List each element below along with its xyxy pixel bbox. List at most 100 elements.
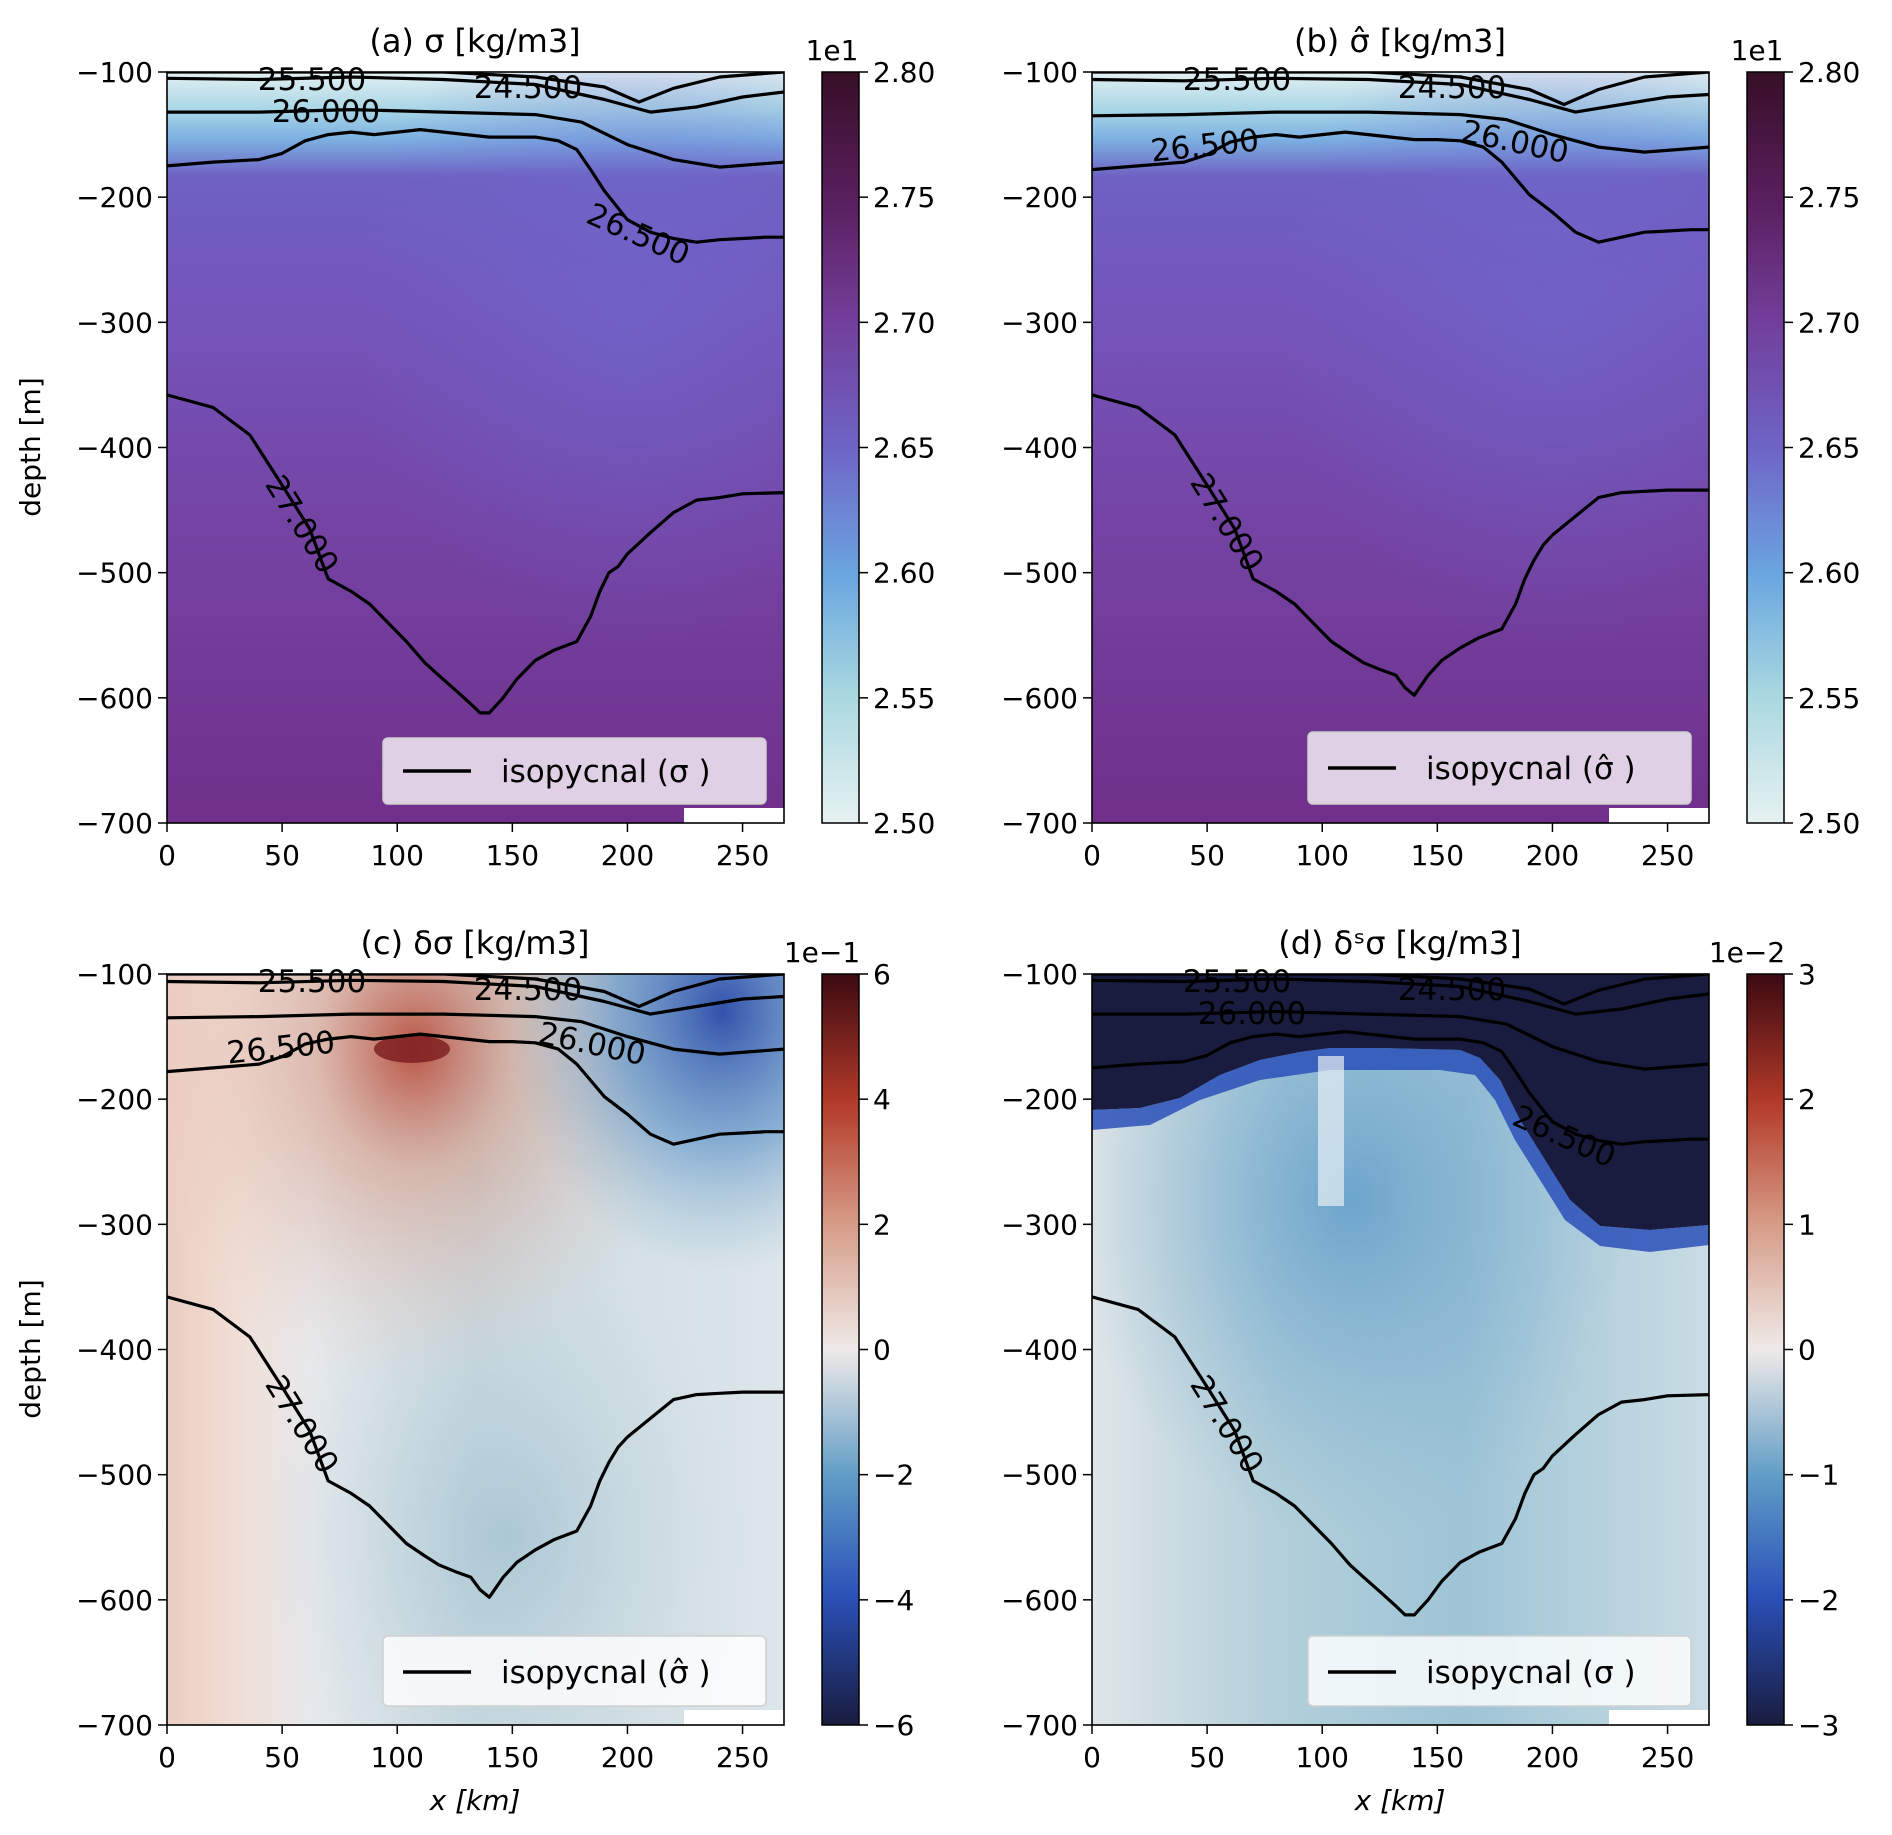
colorbar-tick-label: −1 xyxy=(1798,1459,1839,1492)
y-axis-a: −100 −200 −300 −400 −500 −600 −700 xyxy=(76,56,167,840)
colorbar-offset-a: 1e1 xyxy=(806,34,859,67)
x-tick-label: 250 xyxy=(716,839,769,872)
panel-title-a: (a) σ [kg/m3] xyxy=(369,22,580,60)
isopycnal-26-500 xyxy=(1092,1029,1709,1146)
isopycnal-26-000 xyxy=(167,107,784,169)
y-tick-label: −600 xyxy=(1001,1584,1078,1617)
contour-label-25500-d: 25.500 xyxy=(1183,964,1291,1000)
y-tick-label: −500 xyxy=(76,1459,153,1492)
y-tick-label: −100 xyxy=(1001,56,1078,89)
y-tick-label: −200 xyxy=(1001,1083,1078,1116)
y-tick-label: −100 xyxy=(1001,958,1078,991)
x-axis-c: 0 50 100 150 200 250 xyxy=(158,1725,769,1774)
y-tick-label: −600 xyxy=(76,1584,153,1617)
heatmap-c xyxy=(167,974,784,1725)
x-tick-label: 0 xyxy=(1083,1741,1101,1774)
colorbar-tick-label: −2 xyxy=(873,1459,914,1492)
y-tick-label: −400 xyxy=(76,1334,153,1367)
isopycnal-contours-c xyxy=(167,974,784,1599)
x-tick-label: 100 xyxy=(370,1741,423,1774)
y-tick-label: −400 xyxy=(1001,1334,1078,1367)
y-tick-label: −700 xyxy=(76,1709,153,1742)
colorbar-tick-label: 2 xyxy=(1798,1083,1816,1116)
colorbar-tick-label: 2.80 xyxy=(1798,56,1860,89)
contour-label-24500-c: 24.500 xyxy=(474,972,582,1008)
isopycnal-24-500 xyxy=(167,974,784,1009)
isopycnal-25-500 xyxy=(1092,977,1709,1016)
legend-c: isopycnal (σ̂ ) xyxy=(382,1635,767,1707)
isopycnal-25-500 xyxy=(167,978,784,1016)
isopycnal-24-500 xyxy=(1092,974,1709,1006)
panel-c: (c) δσ [kg/m3] 25.500 24.500 26.500 26.0… xyxy=(14,924,914,1817)
colorbar-tick-label: −3 xyxy=(1798,1709,1839,1742)
y-axis-label-a: depth [m] xyxy=(14,377,47,517)
x-tick-label: 50 xyxy=(1189,1741,1225,1774)
x-tick-label: 200 xyxy=(1526,1741,1579,1774)
colorbar-tick-label: 2.65 xyxy=(873,432,935,465)
y-tick-label: −700 xyxy=(1001,807,1078,840)
colorbar-b: 2.50 2.55 2.60 2.65 2.70 2.75 2.80 1e1 xyxy=(1731,34,1861,840)
y-tick-label: −400 xyxy=(76,432,153,465)
y-tick-label: −600 xyxy=(76,682,153,715)
y-tick-label: −300 xyxy=(1001,306,1078,339)
colorbar-tick-label: 2.55 xyxy=(1798,682,1860,715)
colorbar-tick-label: 6 xyxy=(873,958,891,991)
x-tick-label: 50 xyxy=(264,839,300,872)
x-tick-label: 50 xyxy=(1189,839,1225,872)
y-tick-label: −500 xyxy=(76,557,153,590)
x-tick-label: 100 xyxy=(1295,1741,1348,1774)
x-tick-label: 200 xyxy=(1526,839,1579,872)
colorbar-tick-label: 2.50 xyxy=(873,807,935,840)
y-tick-label: −500 xyxy=(1001,1459,1078,1492)
x-tick-label: 200 xyxy=(601,1741,654,1774)
y-tick-label: −500 xyxy=(1001,557,1078,590)
colorbar-tick-label: 4 xyxy=(873,1083,891,1116)
y-axis-label-c: depth [m] xyxy=(14,1279,47,1419)
colorbar-tick-label: 2.70 xyxy=(1798,306,1860,339)
contour-label-26000-d: 26.000 xyxy=(1198,996,1306,1032)
panel-b: (b) σ̂ [kg/m3] 25.500 24.500 26.500 26.0… xyxy=(1001,22,1860,872)
isopycnal-contours-d xyxy=(1092,974,1709,1617)
panel-a: (a) σ [kg/m3] 25.500 24.500 26.000 26.50… xyxy=(14,22,935,872)
y-tick-label: −300 xyxy=(76,1208,153,1241)
colorbar-tick-label: −2 xyxy=(1798,1584,1839,1617)
isopycnal-27-000 xyxy=(167,1295,784,1599)
isopycnal-26-000 xyxy=(167,1012,784,1056)
isopycnal-26-000 xyxy=(1092,1009,1709,1071)
isopycnal-contours-b xyxy=(1092,72,1709,697)
legend-label-b: isopycnal (σ̂ ) xyxy=(1426,751,1636,787)
x-tick-label: 0 xyxy=(158,839,176,872)
x-axis-a: 0 50 100 150 200 250 xyxy=(158,823,769,872)
colorbar-tick-label: 2.65 xyxy=(1798,432,1860,465)
isopycnal-26-500 xyxy=(167,1032,784,1146)
y-axis-d: −100 −200 −300 −400 −500 −600 −700 xyxy=(1001,958,1092,1742)
isopycnal-contours-a xyxy=(167,72,784,715)
contour-label-24500-d: 24.500 xyxy=(1398,972,1506,1008)
isopycnal-24-500 xyxy=(1092,72,1709,107)
y-tick-label: −300 xyxy=(1001,1208,1078,1241)
colorbar-tick-label: −4 xyxy=(873,1584,914,1617)
x-tick-label: 150 xyxy=(486,1741,539,1774)
colorbar-tick-label: 1 xyxy=(1798,1208,1816,1241)
legend-label-d: isopycnal (σ ) xyxy=(1426,1655,1636,1691)
panel-d: (d) δˢσ [kg/m3] 25.500 24.500 26.000 26.… xyxy=(1001,924,1839,1817)
colorbar-tick-label: 2.50 xyxy=(1798,807,1860,840)
colorbar-tick-label: 2 xyxy=(873,1208,891,1241)
colorbar-tick-label: 2.60 xyxy=(873,557,935,590)
y-axis-b: −100 −200 −300 −400 −500 −600 −700 xyxy=(1001,56,1092,840)
panel-title-c: (c) δσ [kg/m3] xyxy=(361,924,590,962)
x-tick-label: 100 xyxy=(370,839,423,872)
colorbar-tick-label: 2.75 xyxy=(873,181,935,214)
colorbar-offset-d: 1e−2 xyxy=(1709,936,1785,969)
isopycnal-24-500 xyxy=(167,72,784,104)
y-tick-label: −700 xyxy=(76,807,153,840)
x-tick-label: 50 xyxy=(264,1741,300,1774)
contour-label-24500-a: 24.500 xyxy=(474,70,582,106)
legend-label-c: isopycnal (σ̂ ) xyxy=(501,1655,711,1691)
contour-label-25500-a: 25.500 xyxy=(258,62,366,98)
isopycnal-27-000 xyxy=(167,393,784,715)
y-tick-label: −100 xyxy=(76,958,153,991)
x-axis-d: 0 50 100 150 200 250 xyxy=(1083,1725,1694,1774)
x-axis-label-c: x [km] xyxy=(429,1784,521,1817)
